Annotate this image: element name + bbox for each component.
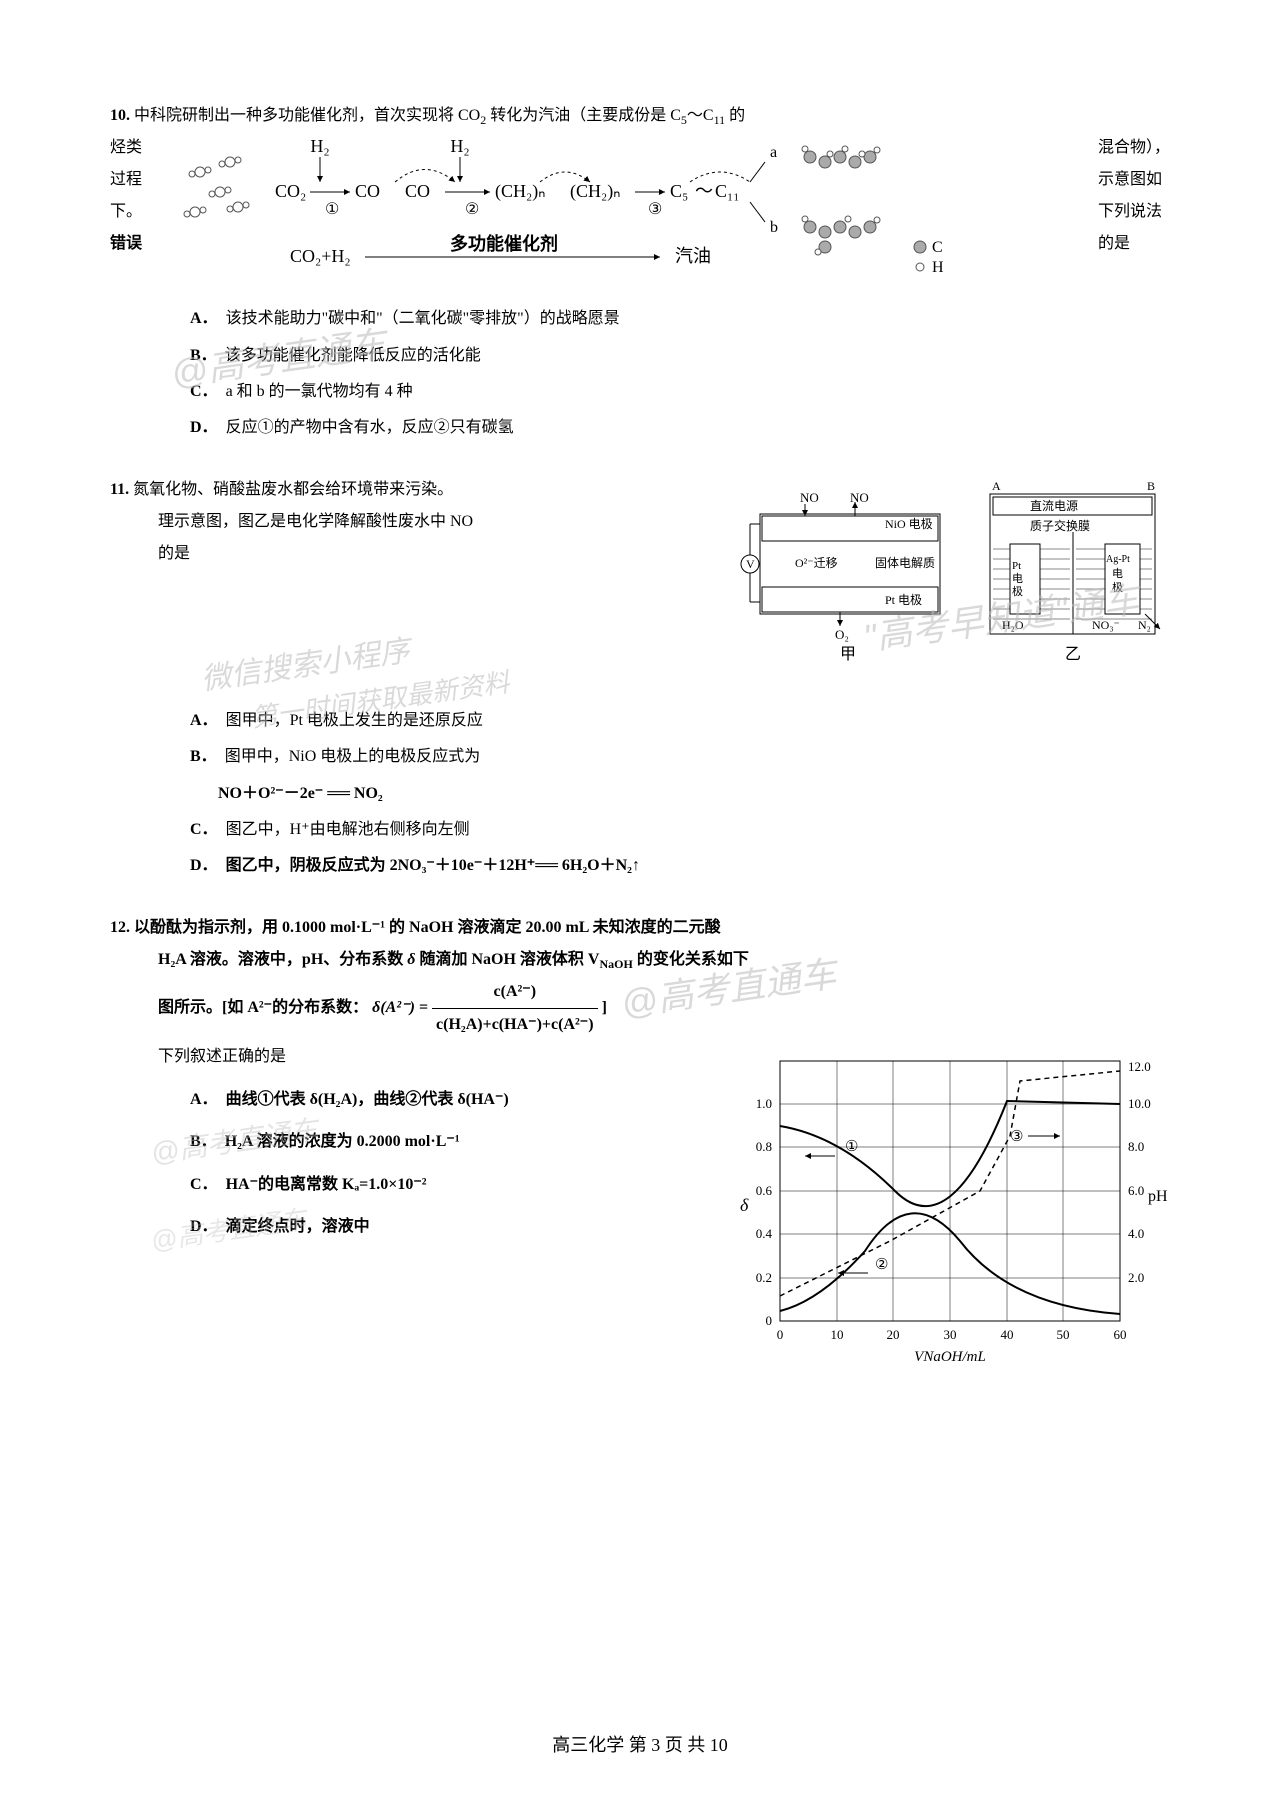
svg-text:0.4: 0.4 [756,1226,773,1241]
svg-text:H: H [932,259,944,276]
svg-text:a: a [770,144,777,161]
svg-text:30: 30 [944,1327,957,1342]
svg-text:12.0: 12.0 [1128,1059,1151,1074]
svg-text:①: ① [325,201,339,218]
svg-text:③: ③ [648,201,662,218]
question-10: 10. 中科院研制出一种多功能催化剂，首次实现将 CO2 转化为汽油（主要成份是… [110,100,1170,444]
svg-text:60: 60 [1114,1327,1127,1342]
svg-text:1.0: 1.0 [756,1096,772,1111]
q11-options: A．图甲中，Pt 电极上发生的是还原反应 B．图甲中，NiO 电极上的电极反应式… [190,706,1170,882]
svg-text:CO₂+H₂: CO₂+H₂ [290,246,351,266]
q10-stem-part: 的 [729,107,745,124]
svg-text:0: 0 [777,1327,784,1342]
svg-text:A: A [992,479,1001,493]
svg-text:O₂: O₂ [835,627,849,642]
svg-text:B: B [1147,479,1155,493]
q10-stem-part: 转化为汽油（主要成份是 C [490,107,681,124]
co-label: CO [355,181,380,201]
svg-text:2.0: 2.0 [1128,1270,1144,1285]
fraction: c(A²⁻) c(H₂A)+c(HA⁻)+c(A²⁻) [432,976,598,1041]
svg-text:8.0: 8.0 [1128,1139,1144,1154]
svg-text:固体电解质: 固体电解质 [875,556,935,570]
membrane-label: 质子交换膜 [1030,518,1090,533]
svg-text:③: ③ [1010,1129,1023,1145]
q12-chart: 0 0.2 0.4 0.6 0.8 1.0 2.0 4.0 6.0 8.0 10… [730,1041,1170,1371]
q12-stem: 以酚酞为指示剂，用 0.1000 mol·L⁻¹ 的 NaOH 溶液滴定 20.… [134,919,721,936]
dc-source-label: 直流电源 [1030,499,1078,513]
q12-number: 12. [110,919,130,936]
q10-number: 10. [110,107,130,124]
svg-text:10: 10 [831,1327,844,1342]
svg-text:b: b [770,219,778,236]
svg-text:乙: 乙 [1065,646,1081,663]
h2-label: H₂ [450,136,469,156]
svg-text:V: V [746,557,755,571]
svg-text:pH: pH [1148,1188,1168,1205]
page-footer: 高三化学 第 3 页 共 10 [552,1731,728,1757]
svg-text:②: ② [465,201,479,218]
q10-stem-part: 中科院研制出一种多功能催化剂，首次实现将 CO [134,107,480,124]
svg-text:NiO 电极: NiO 电极 [885,517,933,531]
svg-text:NO₃⁻: NO₃⁻ [1092,618,1120,632]
h2-label: H₂ [310,136,329,156]
svg-text:电: 电 [1012,572,1023,585]
c11-label: C₁₁ [715,181,740,201]
svg-text:40: 40 [1001,1327,1014,1342]
svg-text:C: C [932,239,943,256]
svg-text:甲: 甲 [840,646,856,663]
svg-text:汽油: 汽油 [675,246,711,266]
q10-options: A．该技术能助力"碳中和"（二氧化碳"零排放"）的战略愿景 B．该多功能催化剂能… [190,304,1170,444]
svg-text:Pt: Pt [1012,560,1021,572]
co-label: CO [405,181,430,201]
svg-text:～: ～ [695,181,713,201]
svg-text:NO: NO [800,490,819,505]
q10-reaction-diagram: H₂ H₂ CO₂ CO CO (CH₂)ₙ (CH₂)ₙ C₅ ～ C₁₁ [170,132,1080,304]
svg-text:N₂: N₂ [1138,618,1151,632]
q11-stem: 氮氧化物、硝酸盐废水都会给环境带来污染。 [133,481,453,498]
svg-text:Ag-Pt: Ag-Pt [1106,554,1130,565]
q10-left-labels: 烃类 过程 下。 错误 [110,132,142,260]
c5-label: C₅ [670,181,688,201]
svg-text:①: ① [845,1139,858,1155]
svg-text:VNaOH/mL: VNaOH/mL [914,1349,986,1365]
svg-text:H₂O: H₂O [1002,618,1024,632]
svg-text:20: 20 [887,1327,900,1342]
svg-text:δ: δ [740,1195,749,1215]
q10-right-labels: 混合物）， 示意图如 下列说法 的是 [1098,132,1170,260]
svg-text:0.8: 0.8 [756,1139,772,1154]
question-12: 12. 以酚酞为指示剂，用 0.1000 mol·L⁻¹ 的 NaOH 溶液滴定… [110,912,1170,1371]
q11-diagram: NO NO NiO 电极 V O²⁻迁移 固体电解质 Pt 电极 O₂ 甲 直流… [740,474,1170,694]
q10-diagram-block: 烃类 过程 下。 错误 混合物）， 示意图如 下列说法 的是 H₂ [110,132,1170,292]
svg-text:极: 极 [1012,584,1023,598]
svg-text:6.0: 6.0 [1128,1183,1144,1198]
svg-text:50: 50 [1057,1327,1070,1342]
question-11: NO NO NiO 电极 V O²⁻迁移 固体电解质 Pt 电极 O₂ 甲 直流… [110,474,1170,882]
svg-text:0.6: 0.6 [756,1183,773,1198]
svg-text:极: 极 [1112,580,1123,594]
svg-text:电: 电 [1112,567,1123,580]
svg-text:多功能催化剂: 多功能催化剂 [450,233,558,254]
svg-text:0.2: 0.2 [756,1270,772,1285]
svg-text:0: 0 [766,1313,773,1328]
svg-text:O²⁻迁移: O²⁻迁移 [795,556,838,570]
svg-text:NO: NO [850,490,869,505]
svg-text:②: ② [875,1257,888,1273]
svg-text:4.0: 4.0 [1128,1226,1144,1241]
svg-text:10.0: 10.0 [1128,1096,1151,1111]
ch2n-label: (CH₂)ₙ [495,181,545,202]
svg-text:Pt 电极: Pt 电极 [885,593,922,607]
co2-label: CO₂ [275,181,306,201]
q11-number: 11. [110,481,129,498]
ch2n-label: (CH₂)ₙ [570,181,620,202]
